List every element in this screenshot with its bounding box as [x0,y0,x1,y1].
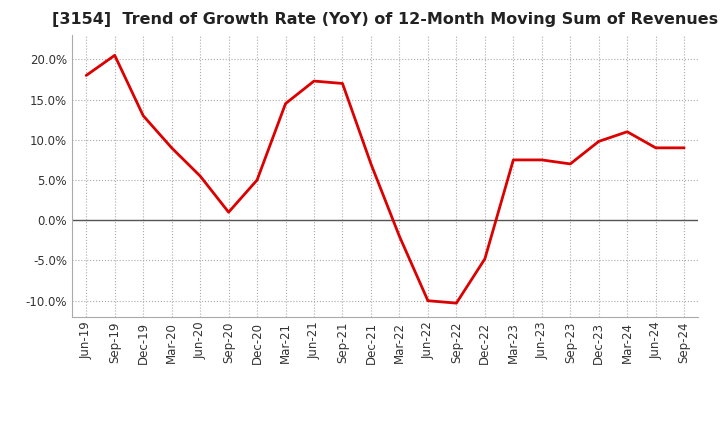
Title: [3154]  Trend of Growth Rate (YoY) of 12-Month Moving Sum of Revenues: [3154] Trend of Growth Rate (YoY) of 12-… [52,12,719,27]
